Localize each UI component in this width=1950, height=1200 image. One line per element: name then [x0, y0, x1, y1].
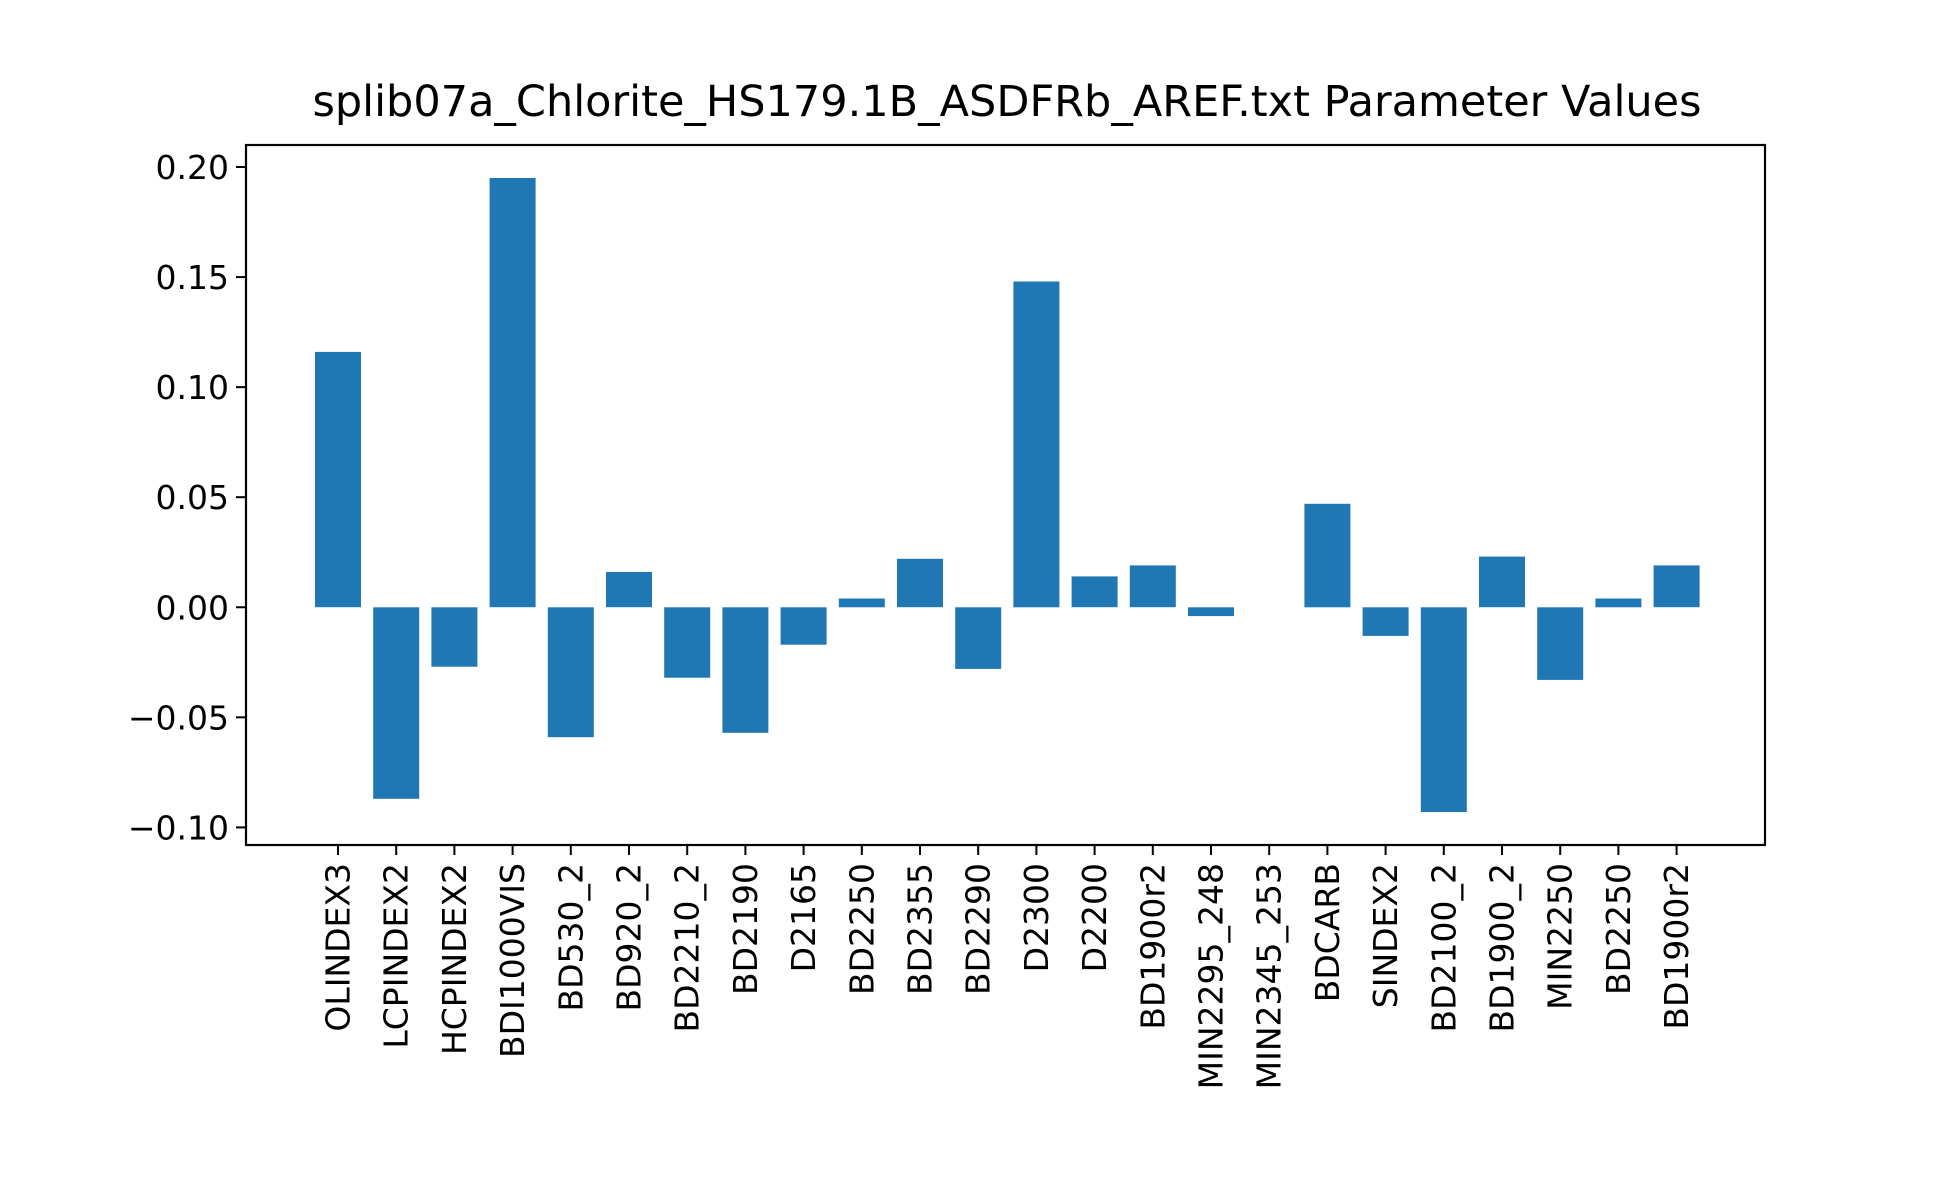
x-tick-label: BD530_2 [551, 863, 590, 1012]
x-tick-label: OLINDEX3 [319, 863, 358, 1032]
x-tick-label: BD1900r2 [1657, 863, 1696, 1030]
x-tick-label: BD2250 [1599, 863, 1638, 995]
bar-bd2250 [1595, 598, 1642, 608]
x-tick-label: BD2290 [959, 863, 998, 995]
bar-bd2355 [897, 558, 943, 608]
x-tick-label: LCPINDEX2 [377, 863, 416, 1049]
x-tick-label: MIN2250 [1541, 863, 1580, 1010]
plot-frame [244, 143, 1767, 847]
x-tick-label: SINDEX2 [1366, 863, 1405, 1008]
x-tick-label: BDI1000VIS [493, 863, 532, 1058]
x-tick-label: BD2210_2 [668, 863, 707, 1033]
bar-olindex3 [315, 351, 361, 608]
x-tick-label: HCPINDEX2 [435, 863, 474, 1055]
y-tick-label: 0.15 [156, 258, 229, 297]
bar-d2165 [780, 607, 827, 645]
bar-bd2290 [955, 607, 1002, 669]
y-tick-label: −0.10 [128, 808, 229, 847]
bar-d2200 [1071, 576, 1118, 608]
x-tick-label: BD1900r2 [1133, 863, 1172, 1030]
bar-min2250 [1537, 607, 1584, 680]
y-tick-label: 0.10 [156, 368, 229, 407]
bars-group [315, 178, 1700, 812]
bar-bdi1000vis [489, 178, 536, 608]
x-tick-label: BD2100_2 [1424, 863, 1463, 1033]
y-tick-label: −0.05 [128, 698, 229, 737]
bar-d2300 [1013, 281, 1060, 608]
bar-bd530-2 [547, 607, 594, 738]
bar-bd2250 [838, 598, 885, 608]
x-tick-label: BD2355 [901, 863, 940, 995]
x-tick-label: BD2250 [842, 863, 881, 995]
bar-bd1900-2 [1479, 556, 1525, 608]
bar-bdcarb [1304, 503, 1351, 608]
chart-title: splib07a_Chlorite_HS179.1B_ASDFRb_AREF.t… [312, 77, 1701, 127]
bar-bd1900r2 [1653, 565, 1700, 608]
y-tick-label: 0.20 [156, 148, 229, 187]
x-tick-label: BDCARB [1308, 863, 1347, 1002]
bar-bd1900r2 [1129, 565, 1176, 608]
bar-bd2100-2 [1420, 607, 1467, 812]
y-axis: 0.20 0.15 0.10 0.05 0.00 −0.05 −0.10 [128, 148, 246, 847]
bar-bd2210-2 [664, 607, 711, 678]
x-tick-label: D2200 [1075, 863, 1114, 972]
bar-bd920-2 [606, 572, 652, 608]
x-tick-label: BD1900_2 [1483, 863, 1522, 1033]
y-tick-label: 0.05 [156, 478, 229, 517]
x-tick-label: BD2190 [726, 863, 765, 995]
bar-min2295-248 [1188, 607, 1234, 617]
x-tick-label: BD920_2 [610, 863, 649, 1012]
x-tick-label: MIN2345_253 [1250, 863, 1289, 1089]
bar-sindex2 [1362, 607, 1409, 636]
y-tick-label: 0.00 [156, 588, 229, 627]
bar-lcpindex2 [373, 607, 420, 799]
x-tick-label: D2300 [1017, 863, 1056, 972]
bar-bd2190 [722, 607, 769, 733]
x-tick-label: MIN2295_248 [1192, 863, 1231, 1089]
bar-hcpindex2 [431, 607, 478, 667]
x-axis: OLINDEX3 LCPINDEX2 HCPINDEX2 BDI1000VIS BD53… [319, 845, 1696, 1089]
x-tick-label: D2165 [784, 863, 823, 972]
